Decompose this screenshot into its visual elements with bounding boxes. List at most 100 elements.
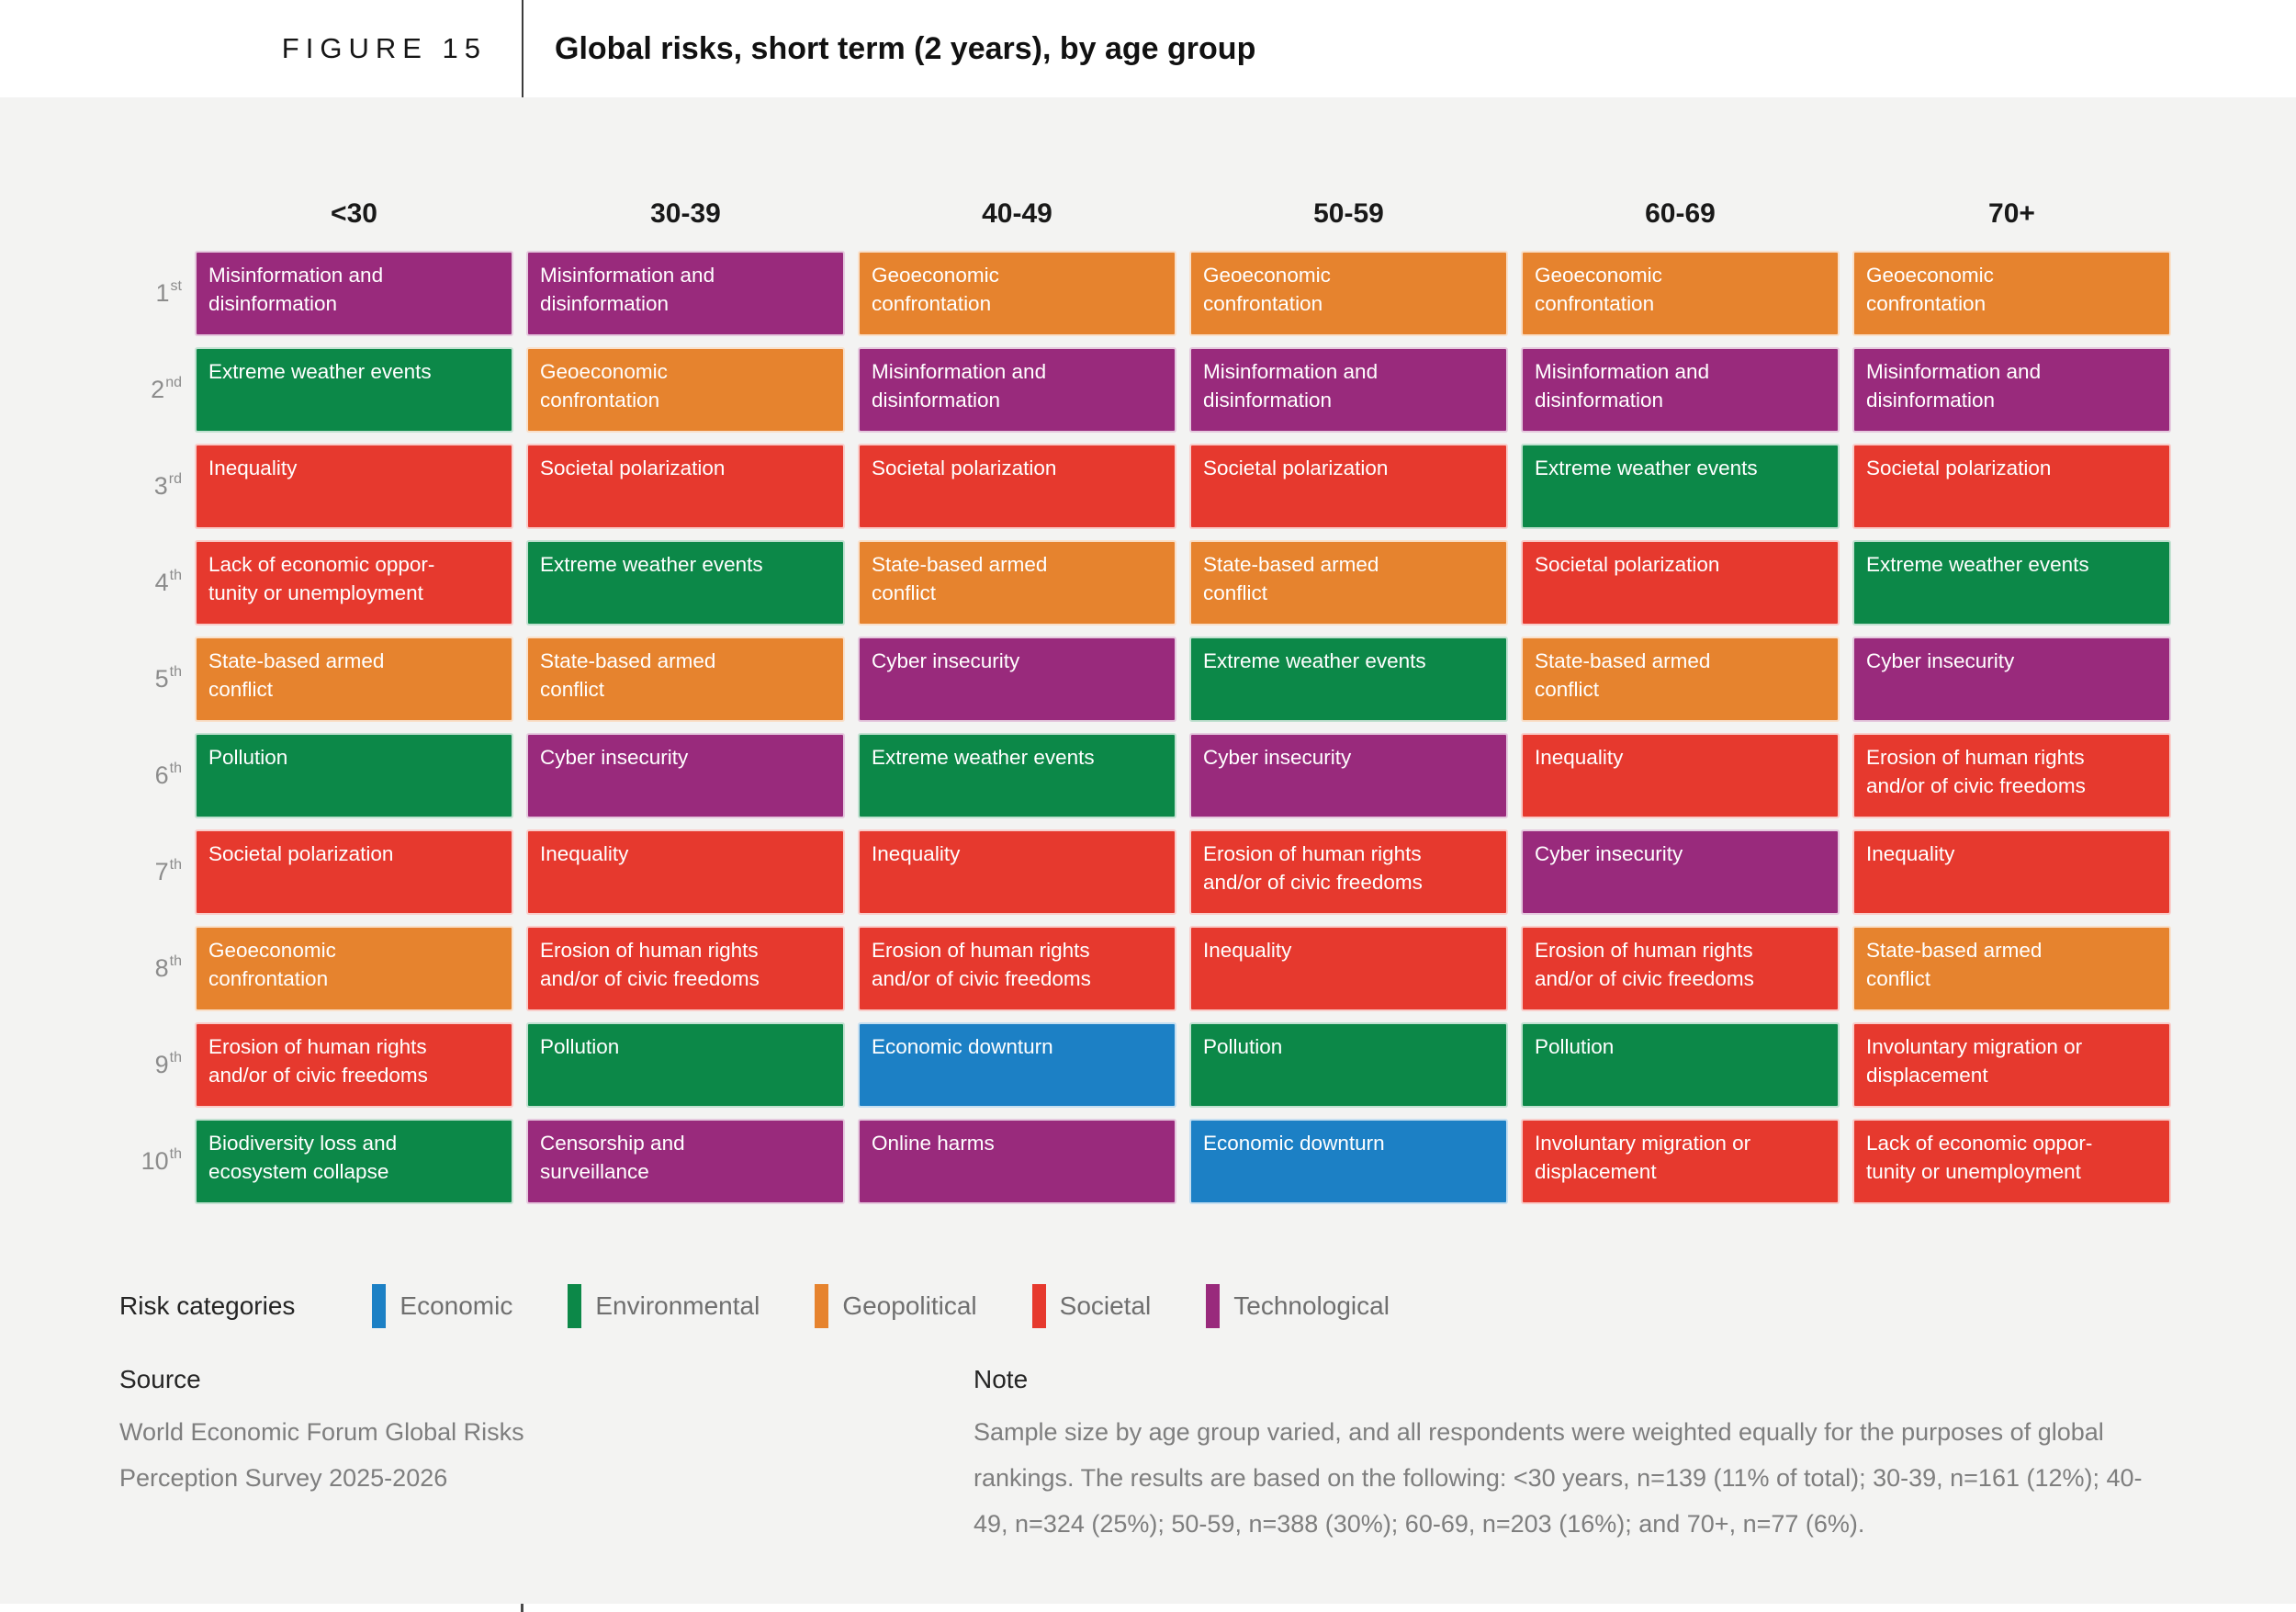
figure-number-label: FIGURE 15 xyxy=(281,32,487,64)
risk-cell: Geoeconomic confrontation xyxy=(526,347,845,433)
risk-cell: Extreme weather events xyxy=(1521,444,1840,529)
risk-cell: Erosion of human rights and/or of civic … xyxy=(1521,926,1840,1011)
risk-cell: Extreme weather events xyxy=(195,347,513,433)
legend-color-swatch xyxy=(1206,1284,1221,1328)
age-group-header: 40-49 xyxy=(982,198,1052,229)
risk-cell: Extreme weather events xyxy=(526,540,845,626)
rank-number: 1 xyxy=(155,279,170,307)
risk-cell: Cyber insecurity xyxy=(1852,637,2171,722)
risk-cell: Societal polarization xyxy=(1521,540,1840,626)
rank-number: 5 xyxy=(154,665,169,693)
risk-cell: Economic downturn xyxy=(858,1022,1176,1108)
note-heading: Note xyxy=(974,1365,1029,1393)
risk-cell: Inequality xyxy=(858,829,1176,915)
legend-color-swatch xyxy=(1031,1284,1046,1328)
legend-item: Economic xyxy=(372,1284,512,1328)
risk-cell: Geoeconomic confrontation xyxy=(1852,251,2171,336)
risk-cell: Cyber insecurity xyxy=(858,637,1176,722)
rank-number: 2 xyxy=(151,376,165,403)
risk-cell: Erosion of human rights and/or of civic … xyxy=(858,926,1176,1011)
rank-ordinal-suffix: st xyxy=(170,277,182,294)
risk-cell: Extreme weather events xyxy=(1189,637,1508,722)
rank-number: 3 xyxy=(153,472,168,500)
risk-cell: State-based armed conflict xyxy=(1189,540,1508,626)
risk-cell: Cyber insecurity xyxy=(1189,733,1508,818)
next-section-top-strip xyxy=(0,1604,2296,1612)
risk-cell: State-based armed conflict xyxy=(526,637,845,722)
risk-cell: Pollution xyxy=(1189,1022,1508,1108)
risk-cell: Biodiversity loss and ecosystem collapse xyxy=(195,1119,513,1204)
legend-item: Technological xyxy=(1206,1284,1390,1328)
figure-header: FIGURE 15 Global risks, short term (2 ye… xyxy=(0,0,2296,97)
risk-cell: Erosion of human rights and/or of civic … xyxy=(526,926,845,1011)
risk-cell: Societal polarization xyxy=(858,444,1176,529)
risk-cell: Extreme weather events xyxy=(1852,540,2171,626)
rank-number: 8 xyxy=(154,954,169,982)
risk-categories-legend: Risk categories Economic Environmental Geo… xyxy=(119,1282,1445,1330)
risk-cell: Cyber insecurity xyxy=(1521,829,1840,915)
risk-cell: Inequality xyxy=(1189,926,1508,1011)
risk-cell: State-based armed conflict xyxy=(1852,926,2171,1011)
risk-cell: Societal polarization xyxy=(195,829,513,915)
legend-item-label: Environmental xyxy=(595,1291,760,1320)
risk-cell: State-based armed conflict xyxy=(195,637,513,722)
rank-ordinal-suffix: rd xyxy=(168,470,182,487)
risk-cell: Pollution xyxy=(195,733,513,818)
legend-color-swatch xyxy=(372,1284,387,1328)
header-divider xyxy=(522,0,523,97)
age-group-header: 60-69 xyxy=(1645,198,1716,229)
source-heading: Source xyxy=(119,1365,201,1393)
age-group-header: 30-39 xyxy=(650,198,721,229)
risk-cell: Geoeconomic confrontation xyxy=(1521,251,1840,336)
risk-cell: Geoeconomic confrontation xyxy=(1189,251,1508,336)
rank-ordinal-suffix: th xyxy=(169,856,182,873)
note-text: Sample size by age group varied, and all… xyxy=(974,1418,2143,1538)
age-group-header: <30 xyxy=(331,198,377,229)
rank-number: 9 xyxy=(154,1051,169,1078)
risk-cell: Societal polarization xyxy=(1189,444,1508,529)
risk-cell: Misinformation and disinformation xyxy=(1521,347,1840,433)
risk-cell: Geoeconomic confrontation xyxy=(858,251,1176,336)
legend-item-label: Societal xyxy=(1059,1291,1152,1320)
legend-item-label: Geopolitical xyxy=(842,1291,977,1320)
source-text: World Economic Forum Global Risks Percep… xyxy=(119,1418,524,1492)
risk-cell: Erosion of human rights and/or of civic … xyxy=(195,1022,513,1108)
rank-ordinal-suffix: th xyxy=(169,567,182,583)
legend-item: Geopolitical xyxy=(815,1284,977,1328)
risk-cell: Extreme weather events xyxy=(858,733,1176,818)
risk-cell: Misinformation and disinformation xyxy=(1189,347,1508,433)
risk-cell: Economic downturn xyxy=(1189,1119,1508,1204)
rank-ordinal-suffix: nd xyxy=(165,374,182,390)
risk-cell: Pollution xyxy=(526,1022,845,1108)
rank-number: 6 xyxy=(154,761,169,789)
risk-cell: Societal polarization xyxy=(1852,444,2171,529)
rank-ordinal-suffix: th xyxy=(169,953,182,969)
risk-cell: Misinformation and disinformation xyxy=(1852,347,2171,433)
age-group-header: 70+ xyxy=(1988,198,2035,229)
risk-cell: Lack of economic oppor- tunity or unempl… xyxy=(195,540,513,626)
legend-item: Environmental xyxy=(568,1284,760,1328)
legend-color-swatch xyxy=(568,1284,582,1328)
risk-cell: Censorship and surveillance xyxy=(526,1119,845,1204)
risk-cell: Involuntary migration or displacement xyxy=(1852,1022,2171,1108)
legend-item: Societal xyxy=(1031,1284,1152,1328)
figure-title: Global risks, short term (2 years), by a… xyxy=(555,30,1256,66)
next-section-divider-tick xyxy=(521,1604,523,1612)
risk-cell: Inequality xyxy=(1852,829,2171,915)
risk-cell: Inequality xyxy=(195,444,513,529)
column-headers: <30 30-39 40-49 50-59 60-69 70+ xyxy=(119,193,2171,235)
legend-item-label: Technological xyxy=(1233,1291,1390,1320)
risk-cell: Inequality xyxy=(1521,733,1840,818)
risk-cell: Inequality xyxy=(526,829,845,915)
legend-color-swatch xyxy=(815,1284,829,1328)
